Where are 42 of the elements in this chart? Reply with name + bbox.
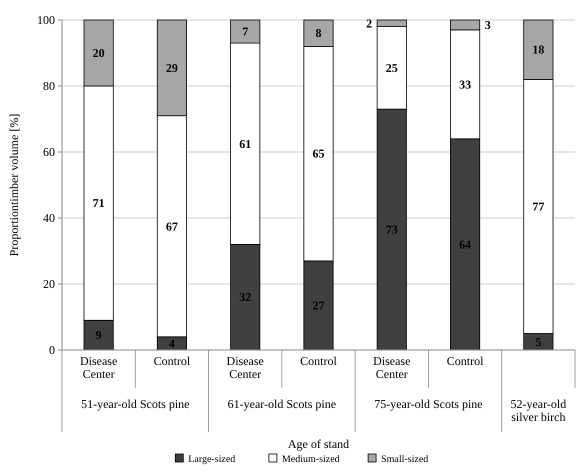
y-tick-label: 40 bbox=[43, 211, 55, 225]
y-axis-title: Proportiontimber volume [%] bbox=[7, 114, 21, 256]
x-tick-label: Control bbox=[300, 354, 338, 368]
y-tick-label: 20 bbox=[43, 277, 55, 291]
y-tick-label: 0 bbox=[49, 343, 55, 357]
data-label: 29 bbox=[166, 60, 178, 75]
data-label: 27 bbox=[312, 298, 324, 312]
x-tick-label: Disease Center bbox=[80, 354, 118, 381]
x-tick-label: Control bbox=[154, 354, 191, 368]
legend-label: Large-sized bbox=[188, 454, 236, 465]
y-tick-label: 60 bbox=[43, 145, 55, 159]
text: 75-year-old Scots pine bbox=[374, 397, 483, 411]
data-label: 9 bbox=[96, 328, 102, 342]
x-tick-label: Control bbox=[446, 354, 484, 368]
data-label: 61 bbox=[239, 136, 252, 151]
text: 52-year-old silver birch bbox=[510, 397, 566, 424]
data-label: 71 bbox=[92, 196, 105, 210]
x-axis-title: Age of stand bbox=[288, 437, 350, 451]
data-label: 32 bbox=[239, 290, 252, 304]
data-label: 7 bbox=[242, 24, 248, 39]
x-tick-label: Disease Center bbox=[226, 354, 264, 381]
data-label: 5 bbox=[535, 334, 542, 349]
data-label: 2 bbox=[366, 16, 372, 30]
legend-label: Small-sized bbox=[381, 454, 428, 465]
y-tick-label: 100 bbox=[37, 13, 55, 27]
data-label: 65 bbox=[312, 146, 324, 161]
data-label: 64 bbox=[459, 237, 472, 252]
x-tick-label: Disease Center bbox=[373, 354, 410, 381]
data-label: 4 bbox=[168, 336, 175, 350]
data-label: 67 bbox=[166, 219, 178, 234]
data-label: 20 bbox=[92, 46, 105, 60]
y-tick-label: 80 bbox=[43, 79, 55, 93]
text: 51-year-old Scots pine bbox=[81, 397, 190, 411]
legend-label: Medium-sized bbox=[282, 454, 340, 465]
data-label: 8 bbox=[316, 26, 322, 40]
data-label: 33 bbox=[459, 77, 472, 92]
data-label: 77 bbox=[532, 199, 544, 214]
data-label: 25 bbox=[386, 60, 398, 75]
data-label: 18 bbox=[532, 42, 544, 57]
data-label: 3 bbox=[484, 18, 491, 32]
text: 61-year-old Scots pine bbox=[228, 397, 336, 411]
data-label: 73 bbox=[386, 222, 398, 237]
